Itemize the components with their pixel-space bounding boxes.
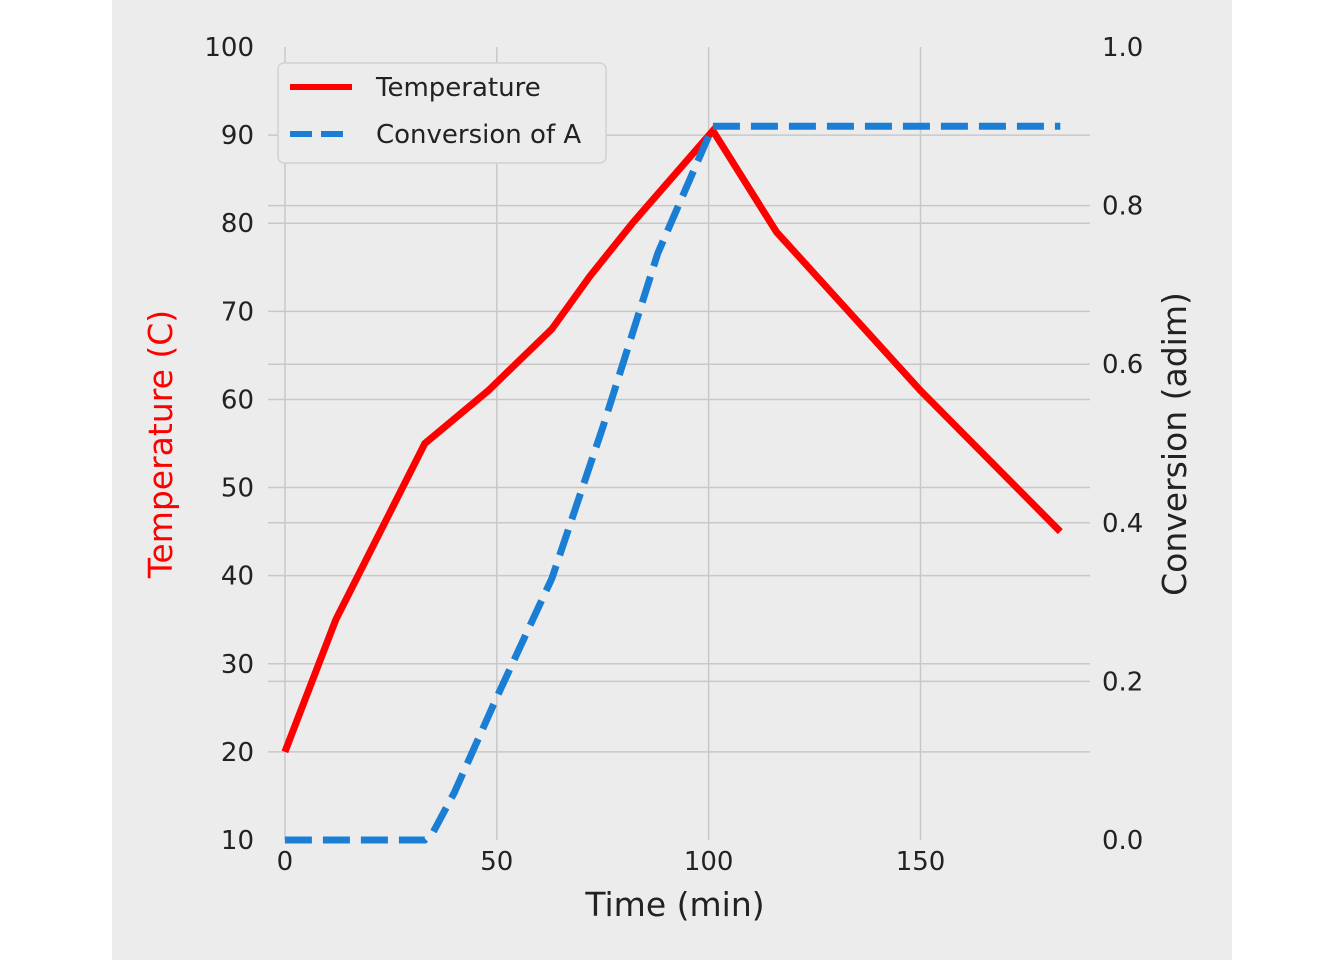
y-left-tick-label: 10 <box>221 826 254 856</box>
tick-layer: 0 50 100 150 10 20 30 40 50 60 70 80 90 100 0.0 0.2 0.4 0… <box>204 33 1143 877</box>
y-axis-left-title: Temperature (C) <box>141 310 180 579</box>
y-right-tick-label: 0.0 <box>1102 826 1143 856</box>
legend-label-conversion: Conversion of A <box>376 120 581 150</box>
y-right-tick-label: 1.0 <box>1102 33 1143 63</box>
y-axis-right-title: Conversion (adim) <box>1155 292 1194 596</box>
y-left-tick-label: 70 <box>221 297 254 327</box>
x-tick-label: 50 <box>480 847 513 877</box>
legend-box <box>277 62 607 164</box>
y-right-tick-label: 0.8 <box>1102 192 1143 222</box>
y-left-tick-label: 50 <box>221 474 254 504</box>
x-tick-label: 150 <box>896 847 946 877</box>
y-left-tick-label: 60 <box>221 385 254 415</box>
y-left-tick-label: 90 <box>221 121 254 151</box>
x-tick-label: 100 <box>684 847 734 877</box>
y-right-tick-label: 0.4 <box>1102 509 1143 539</box>
y-left-tick-label: 20 <box>221 738 254 768</box>
y-left-tick-label: 30 <box>221 650 254 680</box>
y-right-tick-label: 0.2 <box>1102 667 1143 697</box>
y-right-tick-label: 0.6 <box>1102 350 1143 380</box>
conversion-line <box>284 122 1061 844</box>
y-left-tick-label: 100 <box>204 33 254 63</box>
y-left-tick-label: 80 <box>221 209 254 239</box>
y-left-tick-label: 40 <box>221 562 254 592</box>
x-axis-title: Time (min) <box>584 885 764 924</box>
series-layer <box>281 122 1063 844</box>
temperature-line <box>281 124 1063 754</box>
x-tick-label: 0 <box>277 847 294 877</box>
legend-label-temperature: Temperature <box>375 73 541 103</box>
legend: Temperature Conversion of A <box>277 62 607 164</box>
